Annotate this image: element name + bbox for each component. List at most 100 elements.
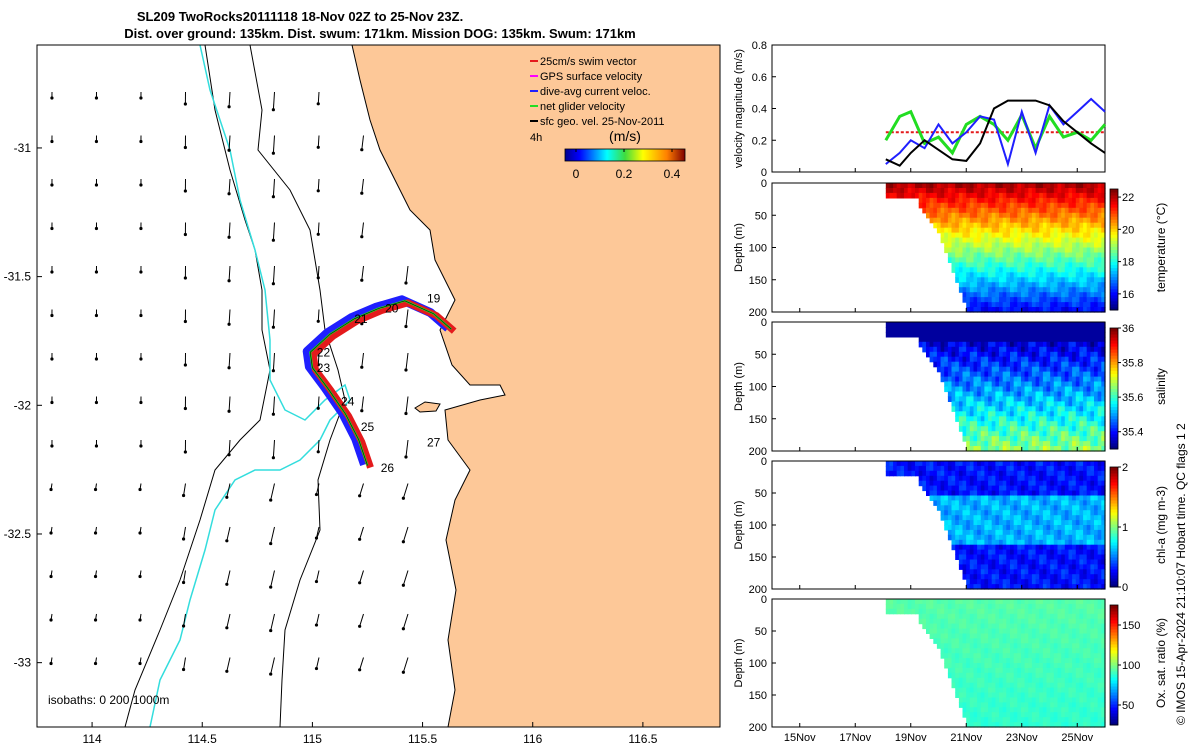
section-cell <box>977 197 982 204</box>
section-cell <box>1031 341 1037 348</box>
section-cell <box>947 351 953 358</box>
section-cell <box>991 470 996 477</box>
section-cell <box>1072 331 1077 338</box>
section-cell <box>1039 515 1044 521</box>
section-cell <box>991 500 996 506</box>
section-cell <box>977 252 982 259</box>
section-cell <box>1090 361 1095 368</box>
section-cell <box>1075 525 1081 531</box>
section-cell <box>966 515 971 521</box>
section-cell <box>1028 371 1033 378</box>
section-cell <box>966 252 971 259</box>
section-cell <box>995 421 1000 427</box>
section-cell <box>962 500 967 506</box>
section-cell <box>955 603 960 610</box>
section-cell <box>988 242 993 249</box>
section-cell <box>1024 426 1029 432</box>
section-cell <box>1079 346 1084 353</box>
section-cell <box>991 515 996 521</box>
section-cell <box>1002 227 1007 234</box>
section-cell <box>885 331 891 338</box>
section-cell <box>1061 643 1066 649</box>
current-arrow-head <box>183 276 187 280</box>
section-cell <box>1068 307 1073 313</box>
section-cell <box>1024 282 1029 288</box>
section-cell <box>1028 436 1033 442</box>
section-cell <box>1010 682 1015 689</box>
section-cell <box>991 371 996 378</box>
section-cell <box>1028 197 1033 204</box>
section-cell <box>1086 480 1091 487</box>
section-cell <box>977 712 982 718</box>
section-cell <box>1079 212 1084 219</box>
section-cell <box>1028 322 1033 328</box>
section-cell <box>1064 490 1070 496</box>
section-cell <box>1042 282 1048 288</box>
section-cell <box>1046 322 1051 328</box>
section-cell <box>1024 202 1029 209</box>
section-cell <box>1013 292 1018 298</box>
section-cell <box>1097 396 1102 402</box>
section-cell <box>1028 677 1033 684</box>
section-cell <box>944 648 949 654</box>
section-cell <box>988 302 993 308</box>
section-cell <box>955 381 960 388</box>
section-cell <box>1083 356 1088 363</box>
section-cell <box>1101 381 1106 388</box>
section-cell <box>995 376 1000 383</box>
section-cell <box>984 608 989 615</box>
section-cell <box>1079 441 1084 447</box>
section-cell <box>988 327 993 333</box>
section-cell <box>995 232 1000 239</box>
section-cell <box>1021 242 1026 249</box>
section-cell <box>966 500 971 506</box>
section-cell <box>1090 515 1095 521</box>
section-cell <box>988 297 993 303</box>
section-cell <box>1031 257 1037 263</box>
section-cell <box>958 247 964 254</box>
section-cell <box>999 436 1004 442</box>
section-cell <box>958 515 964 521</box>
section-colorbar-cell <box>1110 409 1118 414</box>
section-cell <box>977 529 982 536</box>
section-cell <box>995 381 1000 388</box>
section-cell <box>1064 282 1070 288</box>
section-cell <box>1053 426 1059 432</box>
section-cell <box>1053 495 1059 501</box>
section-cell <box>973 618 978 625</box>
section-cell <box>966 613 971 620</box>
section-cell <box>1046 480 1051 487</box>
section-cell <box>966 366 971 373</box>
section-cell <box>1021 490 1026 496</box>
section-cell <box>1079 356 1084 363</box>
section-cell <box>962 658 967 664</box>
section-cell <box>947 371 953 378</box>
section-cell <box>940 227 945 234</box>
section-cell <box>1021 692 1026 698</box>
section-cell <box>1031 297 1037 303</box>
section-cell <box>1002 653 1007 659</box>
section-cell <box>1002 599 1007 605</box>
section-cell <box>1072 361 1077 368</box>
section-cell <box>999 307 1004 313</box>
section-cell <box>1021 217 1026 224</box>
section-cell <box>962 227 967 234</box>
section-cell <box>933 212 938 219</box>
section-cell <box>929 336 934 343</box>
section-cell <box>1072 490 1077 496</box>
section-cell <box>940 371 945 378</box>
section-cell <box>1061 633 1066 639</box>
section-cell <box>995 391 1000 398</box>
section-cell <box>973 406 978 412</box>
section-cell <box>1028 628 1033 634</box>
section-cell <box>1075 227 1081 234</box>
section-cell <box>1064 217 1070 224</box>
section-cell <box>1083 529 1088 536</box>
section-cell <box>1028 529 1033 536</box>
section-cell <box>1042 618 1048 625</box>
section-cell <box>1010 202 1015 209</box>
section-cell <box>969 500 975 506</box>
section-cell <box>1057 207 1062 214</box>
section-cell <box>1042 371 1048 378</box>
section-cell <box>980 490 986 496</box>
